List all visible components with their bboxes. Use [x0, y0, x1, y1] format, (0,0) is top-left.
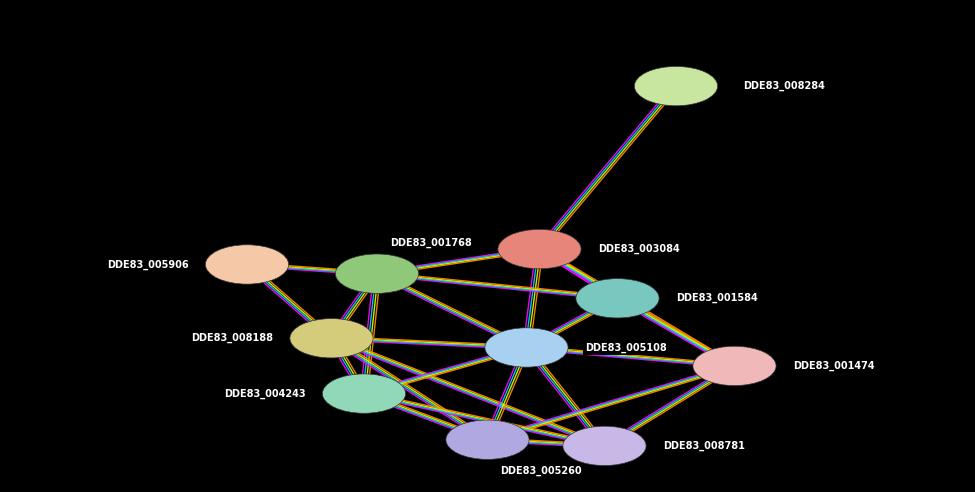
Text: DDE83_003084: DDE83_003084 [598, 244, 680, 254]
Circle shape [576, 278, 659, 318]
Text: DDE83_005260: DDE83_005260 [500, 465, 582, 476]
Circle shape [323, 374, 406, 413]
Circle shape [485, 328, 568, 367]
Circle shape [206, 245, 289, 284]
Text: DDE83_001474: DDE83_001474 [793, 361, 875, 371]
Circle shape [693, 346, 776, 386]
Text: DDE83_008781: DDE83_008781 [663, 441, 745, 451]
Circle shape [335, 254, 418, 293]
Text: DDE83_001768: DDE83_001768 [390, 238, 472, 248]
Text: DDE83_005906: DDE83_005906 [107, 259, 188, 270]
Text: DDE83_008188: DDE83_008188 [191, 333, 273, 343]
Circle shape [498, 229, 581, 269]
Circle shape [635, 66, 718, 106]
Circle shape [446, 420, 529, 460]
Circle shape [290, 319, 373, 358]
Text: DDE83_004243: DDE83_004243 [224, 389, 305, 399]
Text: DDE83_001584: DDE83_001584 [676, 293, 758, 304]
Circle shape [563, 426, 646, 465]
Text: DDE83_005108: DDE83_005108 [585, 342, 667, 353]
Text: DDE83_008284: DDE83_008284 [744, 81, 826, 91]
